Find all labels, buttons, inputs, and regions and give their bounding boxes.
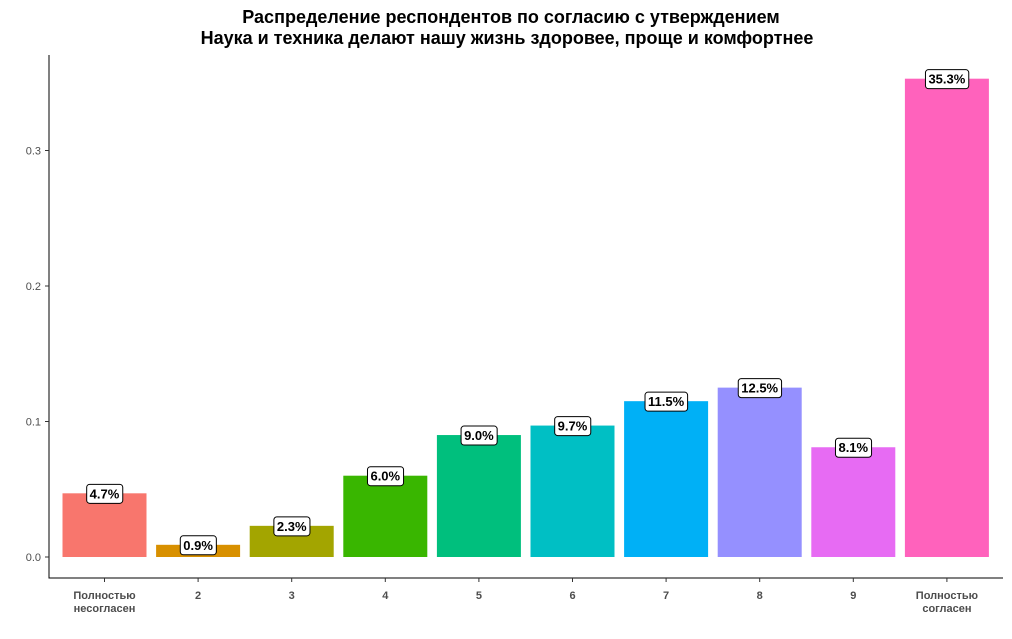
data-label: 9.7% — [554, 416, 592, 437]
data-label-box — [924, 69, 970, 90]
bar — [717, 387, 802, 557]
data-label-text: 8.1% — [838, 440, 868, 455]
data-label-box — [273, 516, 311, 537]
data-label-box — [737, 378, 783, 399]
data-label: 0.9% — [179, 535, 217, 556]
data-label-text: 0.9% — [183, 538, 213, 553]
data-label-text: 6.0% — [370, 469, 400, 484]
data-label: 9.0% — [460, 425, 498, 446]
bar — [811, 447, 896, 557]
chart-title-line-2: Наука и техника делают нашу жизнь здоров… — [201, 28, 814, 48]
data-label-box — [366, 466, 405, 487]
bar — [904, 78, 989, 557]
data-label-text: 2.3% — [277, 519, 307, 534]
y-tick-label: 0.1 — [26, 417, 41, 429]
bar — [343, 475, 428, 557]
data-label-box — [644, 391, 689, 412]
bar — [436, 435, 521, 557]
x-tick-label: 4 — [382, 590, 389, 602]
x-tick-label: 8 — [757, 590, 763, 602]
data-label-text: 4.7% — [90, 486, 120, 501]
data-label-text: 9.0% — [464, 428, 494, 443]
data-label-text: 35.3% — [928, 72, 965, 87]
bars-group — [62, 78, 989, 557]
x-tick-label: 5 — [476, 590, 482, 602]
chart-title-line-1: Распределение респондентов по согласию с… — [242, 7, 779, 27]
bar — [624, 401, 709, 557]
data-label: 4.7% — [86, 483, 124, 504]
data-label: 35.3% — [924, 69, 970, 90]
bar — [530, 425, 615, 557]
data-label-text: 9.7% — [558, 419, 588, 434]
data-label: 11.5% — [644, 391, 689, 412]
data-label: 2.3% — [273, 516, 311, 537]
bar — [62, 493, 147, 557]
y-tick-label: 0.2 — [26, 281, 41, 293]
x-tick-label: 6 — [569, 590, 575, 602]
y-tick-label: 0.0 — [26, 552, 41, 564]
data-label-text: 12.5% — [741, 381, 778, 396]
data-label-box — [554, 416, 592, 437]
data-label: 8.1% — [834, 437, 873, 458]
data-label-box — [834, 437, 873, 458]
data-label-box — [86, 483, 124, 504]
data-label-box — [179, 535, 217, 556]
data-label: 12.5% — [737, 378, 783, 399]
x-tick-label: Полностью несогласен — [73, 590, 135, 615]
axes-group: 0.0 0.1 0.2 0.3 Полностью несогласен 2 3 4 5 6 7 8 9 П… — [26, 55, 1003, 615]
x-tick-label: 9 — [850, 590, 856, 602]
data-label-text: 11.5% — [648, 394, 685, 409]
x-tick-label: Полностью согласен — [916, 590, 978, 615]
data-label: 6.0% — [366, 466, 405, 487]
data-label-box — [460, 425, 498, 446]
data-labels-group: 4.7% 0.9% 2.3% 6.0% 9.0% 9.7% 11.5% 12.5% 8.1% 35… — [86, 69, 970, 556]
x-tick-label: 2 — [195, 590, 201, 602]
x-tick-label: 3 — [289, 590, 295, 602]
y-tick-label: 0.3 — [26, 146, 41, 158]
x-tick-label: 7 — [663, 590, 669, 602]
